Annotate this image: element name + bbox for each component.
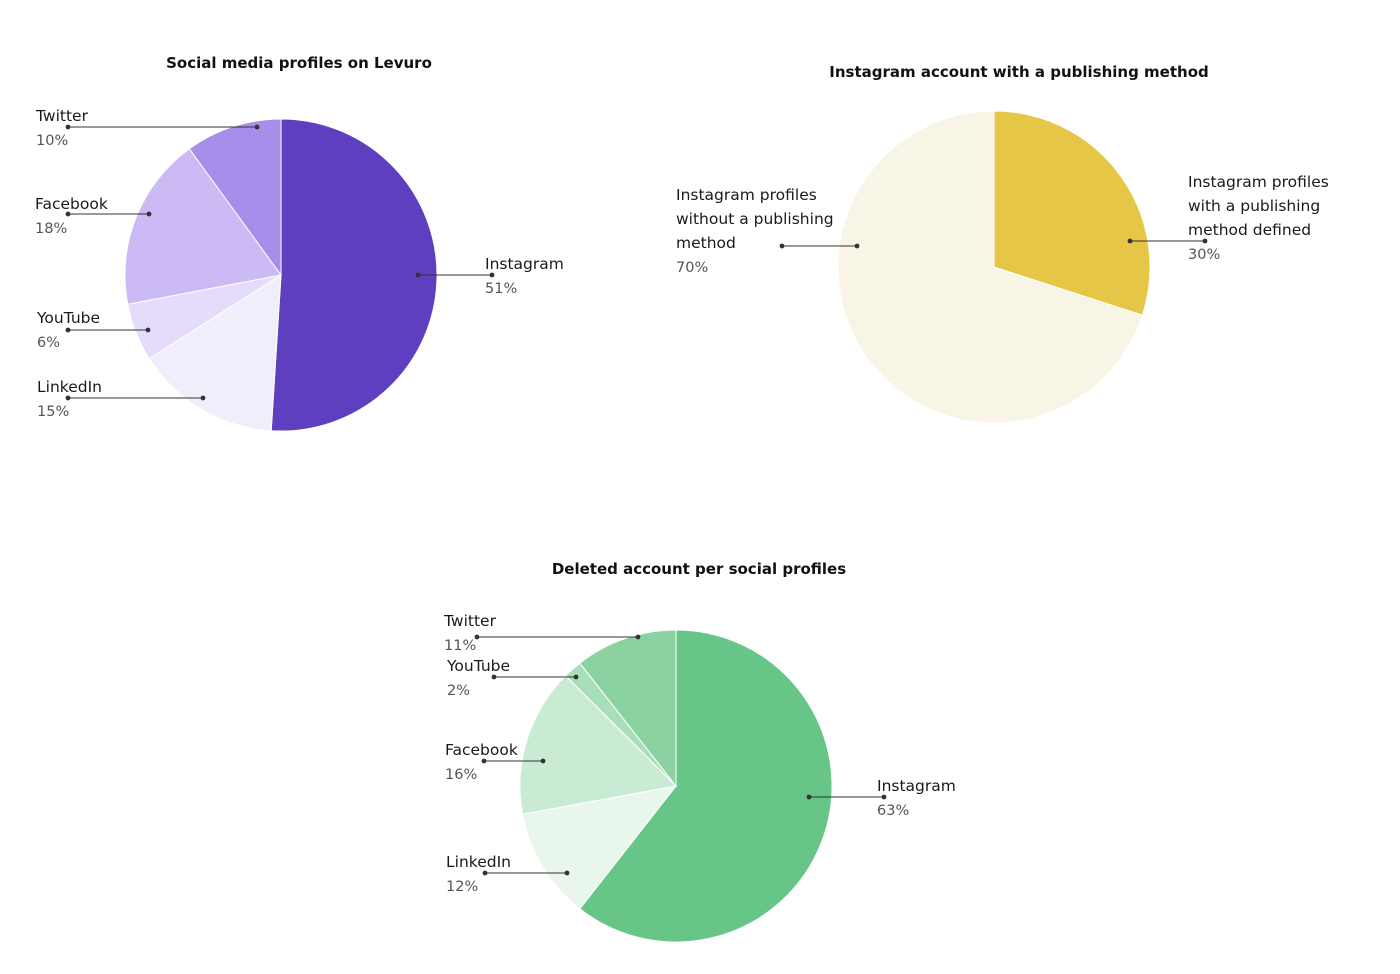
leader-dot bbox=[1202, 238, 1208, 244]
leader-dot bbox=[540, 758, 546, 764]
slice-annotation-facebook: Facebook 16% bbox=[445, 741, 546, 783]
slice-label: Facebook bbox=[445, 741, 518, 759]
slice-label: LinkedIn bbox=[37, 378, 102, 396]
chart-title: Social media profiles on Levuro bbox=[166, 54, 432, 72]
slice-value-label: 16% bbox=[445, 767, 477, 783]
slice-value-label: 30% bbox=[1188, 247, 1220, 263]
slice-label: Instagram profiles with a publishing metho… bbox=[1188, 173, 1329, 239]
slice-value-label: 18% bbox=[35, 221, 67, 237]
slice-annotation-instagram-profiles-with-a-publishing-method-defined: Instagram profiles with a publishing metho… bbox=[1127, 173, 1329, 263]
leader-dot bbox=[491, 674, 497, 680]
pie-chart-social-profiles: Social media profiles on Levuro Instagra… bbox=[35, 54, 564, 432]
slice-value-label: 11% bbox=[444, 638, 476, 654]
pie-slice-twitter bbox=[579, 629, 677, 788]
chart-title: Instagram account with a publishing meth… bbox=[829, 63, 1208, 81]
pie-slice-instagram-profiles-with-a-publishing-method-defined bbox=[993, 110, 1151, 316]
leader-dot bbox=[482, 870, 488, 876]
leader-dot bbox=[806, 794, 812, 800]
leader-dot bbox=[254, 124, 260, 130]
slice-annotation-youtube: YouTube 2% bbox=[446, 657, 579, 699]
leader-dot bbox=[474, 634, 480, 640]
leader-dot bbox=[65, 211, 71, 217]
slice-annotation-instagram: Instagram 63% bbox=[806, 777, 956, 819]
pie-chart-instagram-publishing: Instagram account with a publishing meth… bbox=[676, 63, 1329, 424]
slice-label: YouTube bbox=[446, 657, 510, 675]
slice-label: Twitter bbox=[443, 612, 497, 630]
slice-annotation-twitter: Twitter 11% bbox=[443, 612, 641, 654]
pie-slice-instagram bbox=[270, 118, 438, 432]
leader-dot bbox=[635, 634, 641, 640]
leader-dot bbox=[564, 870, 570, 876]
slice-label: Instagram bbox=[485, 255, 564, 273]
slice-value-label: 51% bbox=[485, 281, 517, 297]
leader-dot bbox=[881, 794, 887, 800]
pie-slice-linkedin bbox=[148, 274, 282, 432]
pie-slice-instagram-profiles-without-a-publishing-method bbox=[837, 110, 1143, 424]
leader-dot bbox=[146, 211, 152, 217]
pie-slice-facebook bbox=[124, 148, 282, 305]
slice-annotation-youtube: YouTube 6% bbox=[36, 309, 151, 351]
slice-value-label: 10% bbox=[36, 133, 68, 149]
leader-dot bbox=[200, 395, 206, 401]
leader-dot bbox=[779, 243, 785, 249]
leader-dot bbox=[65, 395, 71, 401]
leader-dot bbox=[573, 674, 579, 680]
slice-annotation-facebook: Facebook 18% bbox=[35, 195, 152, 237]
leader-dot bbox=[65, 124, 71, 130]
slice-label: Instagram profiles without a publishing me… bbox=[676, 186, 834, 252]
chart-title: Deleted account per social profiles bbox=[552, 560, 846, 578]
slice-value-label: 12% bbox=[446, 879, 478, 895]
leader-dot bbox=[481, 758, 487, 764]
slice-annotation-linkedin: LinkedIn 12% bbox=[446, 853, 570, 895]
slice-annotation-instagram: Instagram 51% bbox=[415, 255, 564, 297]
slice-label: YouTube bbox=[36, 309, 100, 327]
slice-annotation-linkedin: LinkedIn 15% bbox=[37, 378, 206, 420]
slice-label: LinkedIn bbox=[446, 853, 511, 871]
leader-dot bbox=[854, 243, 860, 249]
slice-annotation-twitter: Twitter 10% bbox=[35, 107, 260, 149]
slice-value-label: 15% bbox=[37, 404, 69, 420]
leader-dot bbox=[415, 272, 421, 278]
slice-value-label: 6% bbox=[37, 335, 60, 351]
slice-label: Instagram bbox=[877, 777, 956, 795]
slice-value-label: 2% bbox=[447, 683, 470, 699]
leader-dot bbox=[489, 272, 495, 278]
slice-annotation-instagram-profiles-without-a-publishing-method: Instagram profiles without a publishing me… bbox=[676, 186, 860, 276]
pie-slice-linkedin bbox=[521, 785, 678, 910]
slice-label: Twitter bbox=[35, 107, 89, 125]
leader-dot bbox=[145, 327, 151, 333]
slice-value-label: 70% bbox=[676, 260, 708, 276]
pie-slice-facebook bbox=[519, 674, 678, 815]
leader-dot bbox=[65, 327, 71, 333]
leader-dot bbox=[1127, 238, 1133, 244]
slice-value-label: 63% bbox=[877, 803, 909, 819]
pie-slice-instagram bbox=[579, 629, 833, 943]
pie-chart-deleted-accounts: Deleted account per social profiles Inst… bbox=[443, 560, 956, 943]
slice-label: Facebook bbox=[35, 195, 108, 213]
